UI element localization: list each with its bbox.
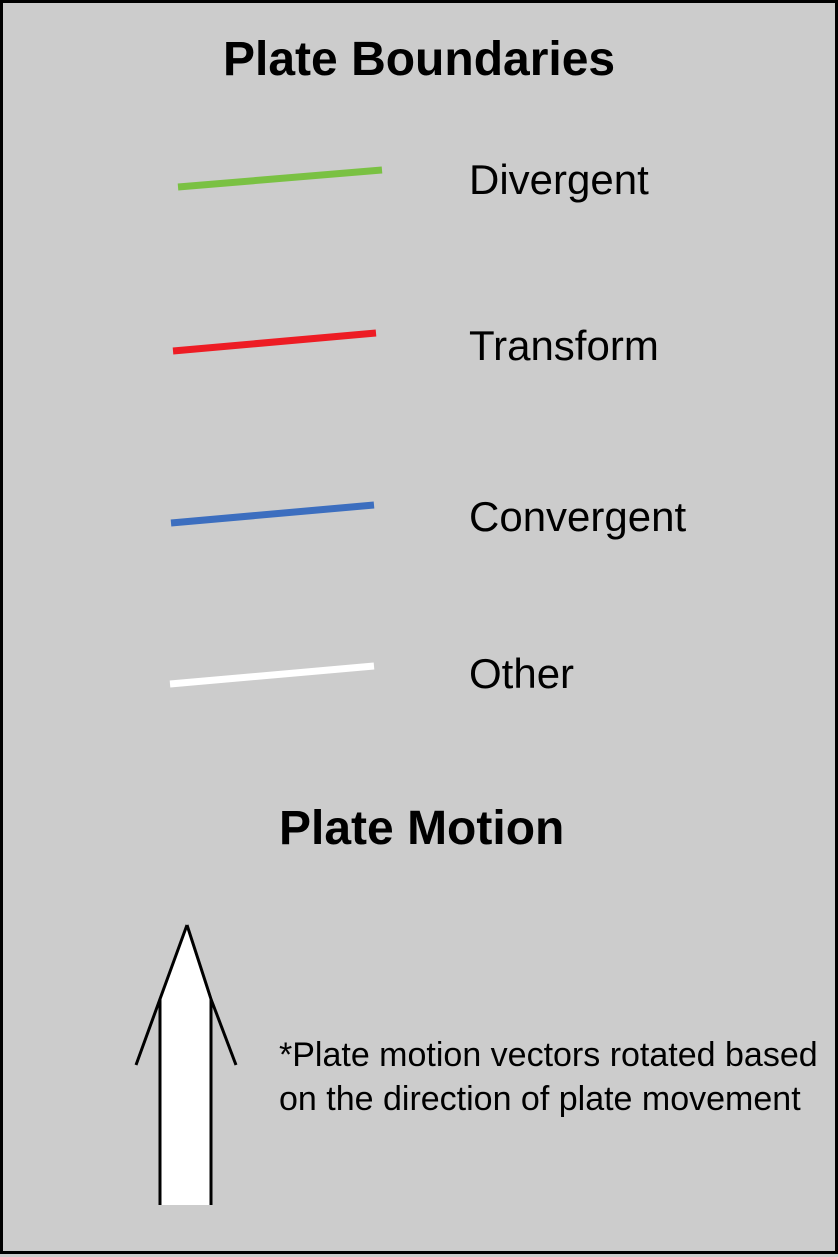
divergent-label: Divergent — [469, 156, 649, 203]
arrow-right-barb — [209, 998, 238, 1066]
convergent-label: Convergent — [469, 493, 687, 540]
other-label: Other — [469, 650, 575, 697]
arrow-left-barb — [134, 998, 162, 1066]
plate-boundaries-title: Plate Boundaries — [223, 33, 616, 86]
plate-motion-note: *Plate motion vectors rotated based on t… — [279, 1036, 818, 1118]
arrow-fill — [135, 925, 236, 1205]
plate-motion-title: Plate Motion — [279, 802, 565, 855]
arrow-up-icon — [134, 924, 238, 1205]
transform-label: Transform — [469, 322, 659, 369]
